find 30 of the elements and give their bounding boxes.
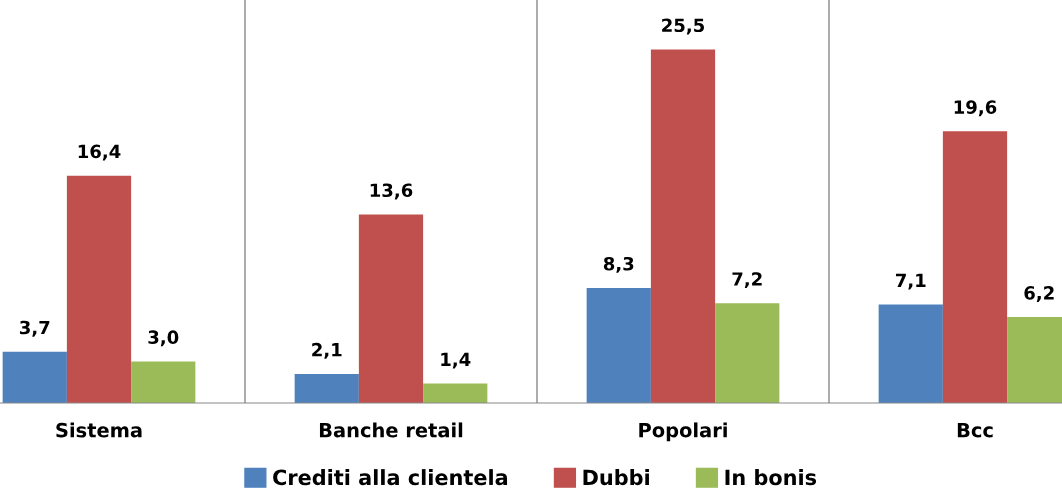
data-label: 7,2 — [732, 272, 762, 289]
bar — [878, 304, 943, 403]
data-label: 16,4 — [78, 144, 121, 161]
bar — [2, 351, 67, 403]
data-label: 7,1 — [895, 273, 926, 290]
bar — [715, 303, 780, 403]
bar — [586, 287, 651, 403]
data-label: 13,6 — [370, 183, 413, 200]
data-label: 3,0 — [148, 330, 179, 347]
x-tick-label: Popolari — [639, 422, 727, 442]
data-label: 3,7 — [19, 320, 50, 337]
data-label: 1,4 — [441, 352, 471, 369]
x-tick-label: Sistema — [56, 422, 142, 438]
bar — [294, 373, 359, 403]
bar — [423, 383, 488, 403]
data-label: 19,6 — [954, 100, 997, 117]
data-label: 2,1 — [312, 342, 342, 359]
bar — [942, 131, 1008, 403]
bar — [358, 214, 424, 403]
x-tick-label: Bcc — [957, 423, 993, 438]
data-label: 8,3 — [603, 256, 634, 273]
bar — [131, 361, 196, 403]
data-label: 6,2 — [1024, 286, 1054, 302]
legend-label: In bonis — [725, 469, 817, 486]
legend-label: Dubbi — [583, 469, 649, 486]
x-tick-label: Banche retail — [319, 422, 463, 438]
bar — [650, 49, 716, 403]
bar — [66, 175, 132, 403]
legend-label: Crediti alla clientela — [273, 469, 508, 486]
data-label: 25,5 — [662, 18, 705, 35]
